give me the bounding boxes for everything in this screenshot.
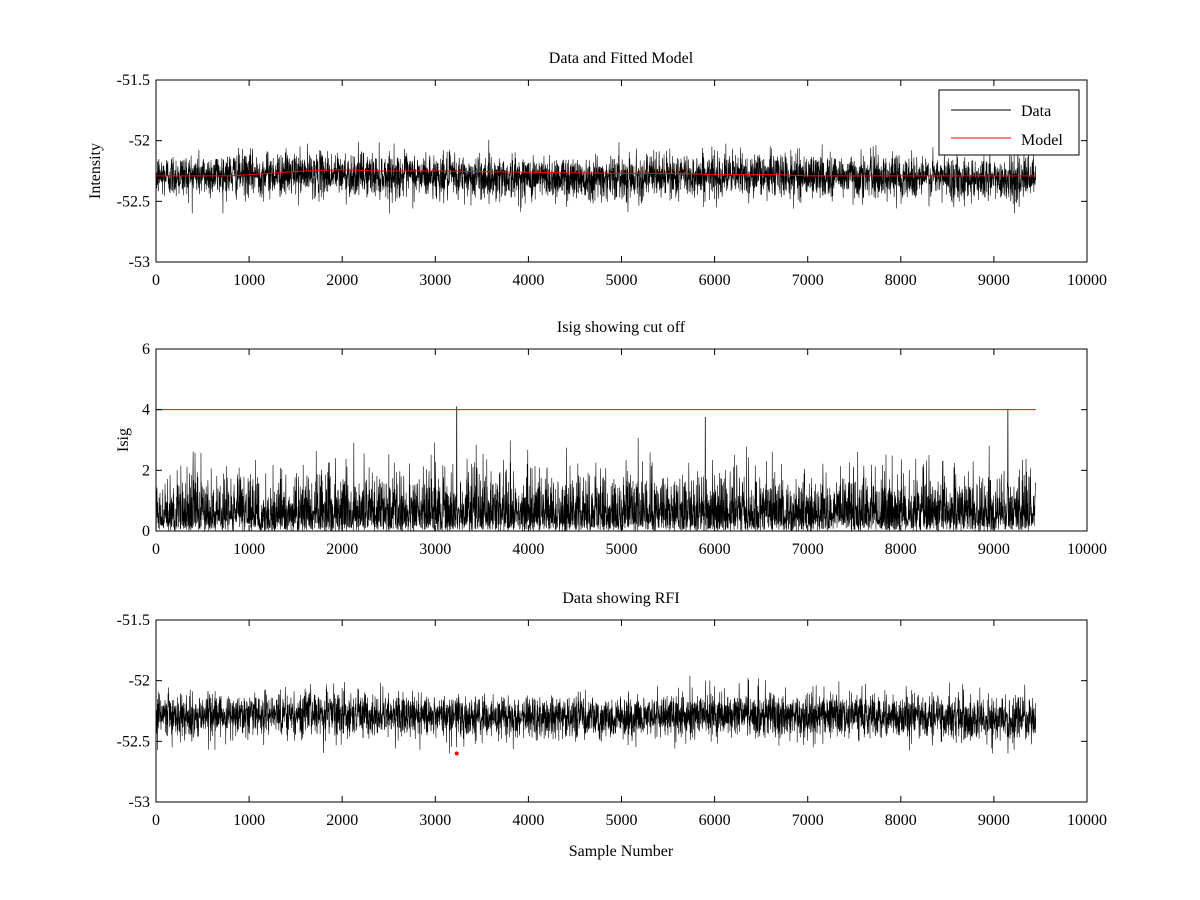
- x-tick-label: 9000: [978, 812, 1010, 829]
- legend-data-label: Data: [1021, 103, 1051, 120]
- x-tick-label: 5000: [606, 541, 638, 558]
- panel-3-plot-area: 0 1000 2000 3000 4000 5000 6000 7000 8000 9000 100…: [117, 612, 1107, 829]
- x-tick-label: 6000: [699, 541, 731, 558]
- x-tick-label: 2000: [326, 272, 358, 289]
- panel-2-title: Isig showing cut off: [557, 319, 686, 336]
- x-tick-label: 10000: [1067, 272, 1107, 289]
- x-tick-label: 4000: [512, 541, 544, 558]
- y-tick-label: -52.5: [117, 193, 150, 210]
- panel-data-rfi: Data showing RFI Sample Number 0 1000 2000…: [117, 590, 1107, 860]
- x-tick-label: 5000: [606, 272, 638, 289]
- panel-data-fitted-model: Data and Fitted Model Intensity 0 1000 200…: [87, 50, 1107, 289]
- panel-2-plot-area: 0 1000 2000 3000 4000 5000 6000 7000 8000 9000 100…: [142, 341, 1107, 558]
- y-tick-label: 2: [142, 462, 150, 479]
- series-0-line: [155, 675, 1036, 754]
- x-tick-label: 10000: [1067, 541, 1107, 558]
- x-tick-label: 10000: [1067, 812, 1107, 829]
- x-tick-label: 8000: [885, 541, 917, 558]
- x-tick-label: 6000: [699, 812, 731, 829]
- panel-isig-cutoff: Isig showing cut off Isig 0 1000 2000 3000 4…: [115, 319, 1107, 558]
- panel-3-title: Data showing RFI: [562, 590, 679, 607]
- series-data-line: [155, 139, 1036, 214]
- y-tick-label: -52: [129, 133, 150, 150]
- x-tick-label: 0: [152, 812, 160, 829]
- x-tick-label: 1000: [233, 812, 265, 829]
- x-tick-label: 3000: [419, 272, 451, 289]
- x-tick-label: 7000: [792, 541, 824, 558]
- x-tick-label: 2000: [326, 541, 358, 558]
- rfi-marker: [454, 751, 459, 756]
- y-tick-label: -51.5: [117, 612, 150, 629]
- panel-2-ylabel: Isig: [115, 428, 132, 452]
- panel-3-xlabel: Sample Number: [569, 843, 674, 860]
- y-tick-label: 4: [142, 402, 150, 419]
- panel-1-legend: Data Model: [938, 89, 1080, 156]
- y-tick-label: 6: [142, 341, 150, 358]
- x-tick-label: 4000: [512, 812, 544, 829]
- x-tick-label: 1000: [233, 272, 265, 289]
- y-tick-label: -51.5: [117, 72, 150, 89]
- x-tick-label: 3000: [419, 541, 451, 558]
- series-model-line: [156, 169, 1036, 177]
- x-tick-label: 1000: [233, 541, 265, 558]
- series-0-line: [155, 406, 1036, 532]
- x-tick-label: 6000: [699, 272, 731, 289]
- x-tick-label: 2000: [326, 812, 358, 829]
- panel-1-title: Data and Fitted Model: [549, 50, 694, 67]
- x-tick-label: 7000: [792, 272, 824, 289]
- panel-1-plot-area: 0 1000 2000 3000 4000 5000 6000 7000 8000 9000 100…: [117, 72, 1107, 289]
- y-tick-label: -53: [129, 794, 150, 811]
- x-tick-label: 7000: [792, 812, 824, 829]
- y-tick-label: 0: [142, 523, 150, 540]
- legend-model-label: Model: [1021, 132, 1063, 149]
- x-tick-label: 3000: [419, 812, 451, 829]
- x-tick-label: 9000: [978, 541, 1010, 558]
- legend-box: [938, 89, 1080, 156]
- x-tick-label: 8000: [885, 812, 917, 829]
- y-tick-label: -53: [129, 254, 150, 271]
- x-tick-label: 5000: [606, 812, 638, 829]
- x-tick-label: 4000: [512, 272, 544, 289]
- x-tick-label: 8000: [885, 272, 917, 289]
- panel-1-ylabel: Intensity: [87, 143, 104, 199]
- x-tick-label: 0: [152, 541, 160, 558]
- y-tick-label: -52: [129, 673, 150, 690]
- x-tick-label: 0: [152, 272, 160, 289]
- x-tick-label: 9000: [978, 272, 1010, 289]
- y-tick-label: -52.5: [117, 733, 150, 750]
